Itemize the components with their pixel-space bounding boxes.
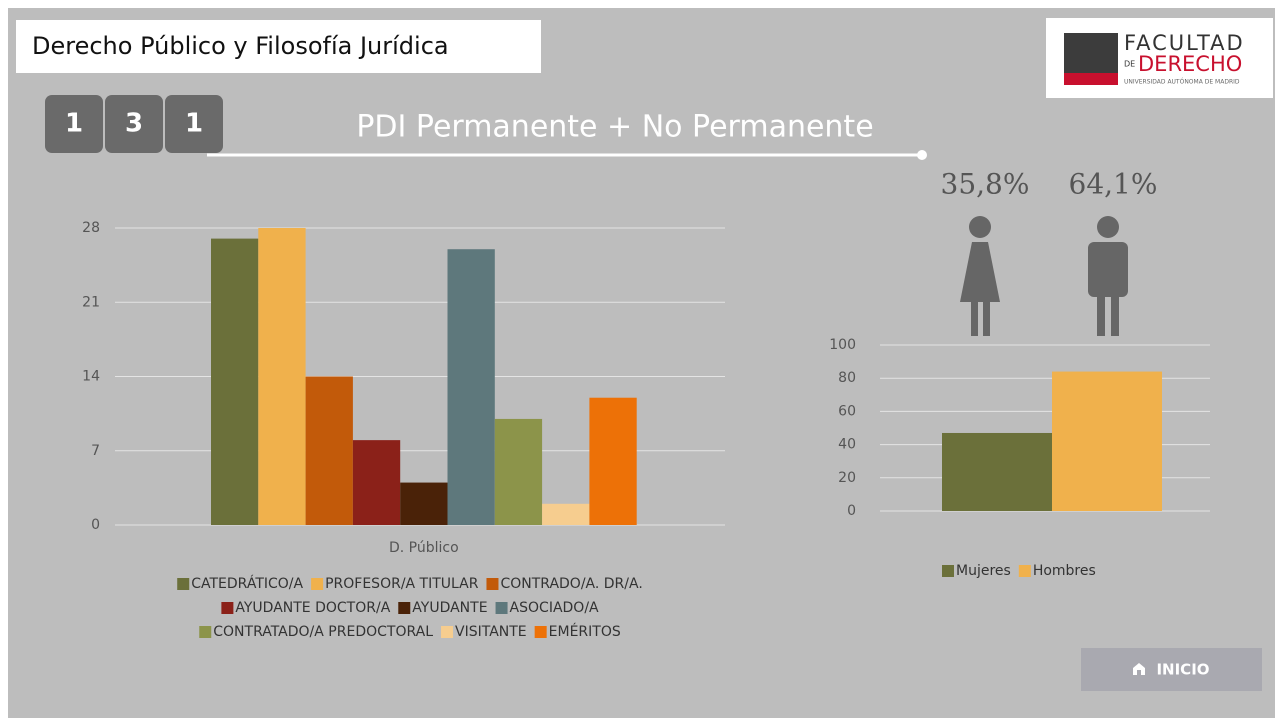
icon-leg <box>1111 290 1119 336</box>
bar <box>1052 371 1162 511</box>
legend-swatch <box>199 626 212 638</box>
legend-swatch <box>534 626 547 638</box>
legend-swatch <box>398 602 411 614</box>
legend-label: AYUDANTE DOCTOR/A <box>235 600 390 616</box>
legend-row: AYUDANTE DOCTOR/A AYUDANTE ASOCIADO/A <box>221 600 599 616</box>
logo: FACULTAD DE DERECHO UNIVERSIDAD AUTÓNOMA… <box>1046 18 1273 98</box>
legend-label: VISITANTE <box>455 624 527 640</box>
y-tick-label: 21 <box>82 294 100 310</box>
y-tick-label: 28 <box>82 220 100 236</box>
icon-body <box>960 242 1000 302</box>
legend-label: Hombres <box>1033 563 1096 579</box>
logo-text: DERECHO <box>1138 52 1242 76</box>
button-bg[interactable] <box>1081 648 1262 691</box>
bar <box>447 249 495 525</box>
legend-swatch <box>441 626 454 638</box>
legend-row: CATEDRÁTICO/A PROFESOR/A TITULAR CONTRADO/… <box>177 575 643 592</box>
counter-digit: 1 <box>65 109 83 139</box>
legend-swatch <box>221 602 234 614</box>
logo-text: UNIVERSIDAD AUTÓNOMA DE MADRID <box>1124 79 1240 86</box>
icon-body <box>1088 242 1128 297</box>
logo-stripe <box>1064 73 1118 85</box>
y-tick-label: 14 <box>82 369 100 385</box>
home-button[interactable]: INICIO <box>1081 648 1262 691</box>
legend-label: ASOCIADO/A <box>510 600 599 616</box>
legend-row: CONTRATADO/A PREDOCTORAL VISITANTE EMÉRITO… <box>199 623 621 640</box>
logo-text: DE <box>1124 60 1135 69</box>
legend-label: AYUDANTE <box>412 600 487 616</box>
legend-row: Mujeres Hombres <box>942 563 1096 579</box>
counter: 1 3 1 <box>45 95 223 153</box>
counter-box <box>105 95 163 153</box>
legend-label: EMÉRITOS <box>549 623 621 640</box>
heading-rule-dot <box>917 150 927 160</box>
women-percent: 35,8% <box>941 168 1030 201</box>
legend-swatch <box>311 578 324 590</box>
y-tick-label: 20 <box>838 470 856 486</box>
man-icon <box>1088 216 1128 336</box>
legend-label: CATEDRÁTICO/A <box>191 575 303 592</box>
bar <box>352 440 401 525</box>
y-tick-label: 0 <box>847 503 856 519</box>
bar <box>494 418 543 525</box>
icon-leg <box>1097 290 1105 336</box>
y-tick-label: 80 <box>838 370 856 386</box>
legend-swatch <box>495 602 508 614</box>
counter-digit: 3 <box>125 109 143 139</box>
logo-block <box>1064 33 1118 73</box>
legend-label: Mujeres <box>956 563 1011 579</box>
legend-swatch <box>177 578 190 590</box>
counter-digit: 1 <box>185 109 203 139</box>
logo-text: FACULTAD <box>1124 31 1245 55</box>
bar <box>258 228 306 525</box>
legend-label: CONTRADO/A. DR/A. <box>500 576 642 592</box>
bar <box>305 376 353 525</box>
counter-box <box>165 95 223 153</box>
legend-swatch <box>942 565 954 577</box>
legend-swatch <box>1018 565 1031 577</box>
y-tick-label: 100 <box>829 337 856 353</box>
y-tick-label: 40 <box>838 437 856 453</box>
y-tick-label: 7 <box>91 443 100 459</box>
bar <box>589 397 637 525</box>
bar <box>211 238 259 525</box>
x-tick-label: D. Público <box>389 540 459 556</box>
y-tick-label: 0 <box>91 517 100 533</box>
counter-box <box>45 95 103 153</box>
woman-icon <box>960 216 1000 336</box>
icon-head <box>969 216 991 238</box>
legend-label: CONTRATADO/A PREDOCTORAL <box>213 624 433 640</box>
home-icon <box>1133 663 1145 675</box>
bar <box>942 432 1052 511</box>
legend-swatch <box>486 578 499 590</box>
heading: PDI Permanente + No Permanente <box>356 110 873 145</box>
title-box <box>16 20 541 73</box>
legend-label: PROFESOR/A TITULAR <box>325 576 479 592</box>
bar <box>542 503 590 525</box>
icon-leg <box>983 300 990 336</box>
icon-leg <box>971 300 978 336</box>
page-title: Derecho Público y Filosofía Jurídica <box>32 32 449 60</box>
button-label[interactable]: INICIO <box>1156 661 1209 679</box>
bar <box>400 482 448 525</box>
men-percent: 64,1% <box>1069 168 1158 201</box>
y-tick-label: 60 <box>838 403 856 419</box>
icon-head <box>1097 216 1119 238</box>
